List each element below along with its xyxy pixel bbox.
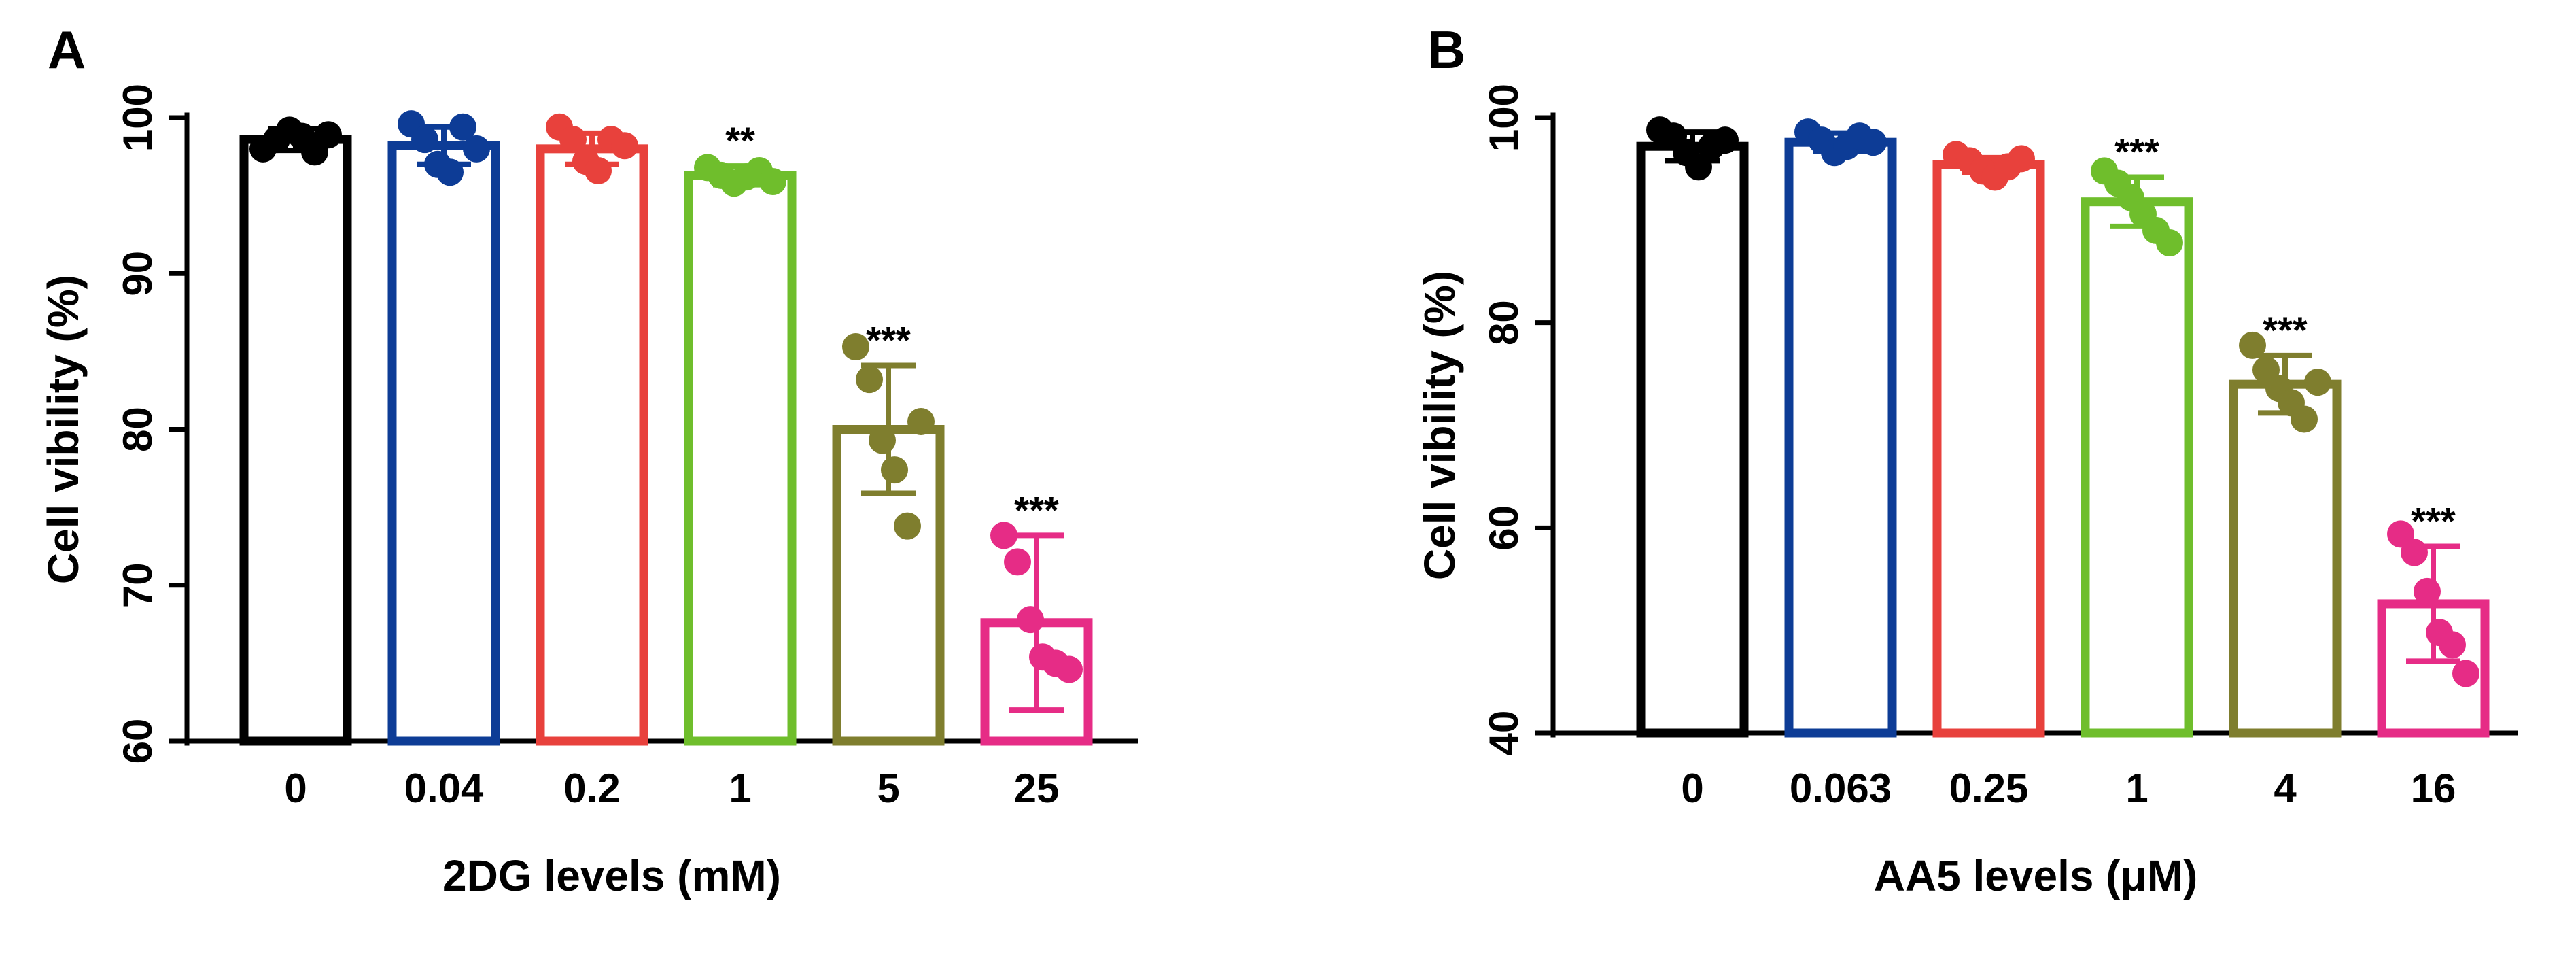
data-point [1056,655,1083,683]
x-tick-label: 16 [2411,766,2456,811]
x-tick-label: 0 [284,766,307,811]
x-tick-label: 0.04 [404,766,484,811]
x-tick-label: 0.25 [1949,766,2029,811]
significance-label-5: *** [1014,488,1059,531]
y-tick-label: 90 [115,251,160,296]
bar-4 [2229,379,2342,738]
y-axis-title: Cell vibility (%) [1415,271,1464,580]
x-tick-label: 25 [1014,766,1060,811]
significance-label-3: ** [725,119,755,162]
data-point [2439,631,2466,659]
data-point [869,426,896,454]
panel-letter: A [48,20,86,80]
data-point [990,522,1017,549]
y-tick-label: 60 [1481,505,1527,551]
y-tick-label: 100 [115,84,160,152]
x-tick-label: 1 [2125,766,2148,811]
y-tick-label: 70 [115,562,160,608]
data-point [2401,539,2428,566]
y-tick-label: 60 [115,719,160,764]
significance-label-4: *** [866,319,911,362]
bar-3 [2081,197,2193,738]
bar-0 [239,135,352,746]
y-axis-title: Cell vibility (%) [39,275,88,584]
x-tick-label: 0.063 [1790,766,1892,811]
significance-label-4: *** [2263,309,2308,352]
x-tick-label: 0 [1681,766,1703,811]
data-point [1711,126,1739,154]
panel-a: A 60 70 80 90 100 Cell vibility (%) 2DG levels … [39,20,1138,900]
data-point [463,135,490,163]
data-point [436,158,464,186]
data-point [559,126,587,154]
data-point [411,126,438,154]
data-point [2452,660,2479,687]
data-point [2156,229,2183,257]
data-point [2291,405,2318,433]
data-point [2008,145,2035,173]
data-point [759,167,786,195]
x-axis-title: AA5 levels (μM) [1874,851,2198,900]
x-tick-label: 5 [877,766,899,811]
bar-2 [536,144,648,746]
x-tick-label: 4 [2274,766,2297,811]
data-point [2239,331,2266,359]
data-point [315,121,342,149]
bar-2 [1932,160,2045,738]
data-point [1017,606,1044,634]
data-point [611,132,638,160]
x-axis-title: 2DG levels (mM) [442,851,781,900]
y-tick-label: 80 [115,407,160,452]
y-tick-label: 80 [1481,300,1527,345]
x-tick-label: 1 [729,766,751,811]
data-point [1004,548,1031,576]
bar-3 [684,171,797,746]
data-point [856,366,883,394]
data-point [1685,153,1712,181]
data-point [907,408,935,436]
significance-label-5: *** [2411,499,2456,542]
panel-letter: B [1427,20,1465,80]
bar-1 [1784,137,1897,738]
significance-label-3: *** [2114,130,2159,173]
y-tick-label: 100 [1481,84,1527,152]
data-point [449,113,476,141]
data-point [585,156,612,184]
bar-1 [387,141,500,746]
data-point [842,332,869,360]
data-point [894,512,921,540]
data-point [2304,369,2331,396]
data-point [881,456,908,484]
bar-0 [1636,141,1749,738]
y-tick-label: 40 [1481,711,1527,756]
data-point [2414,577,2441,605]
data-point [1860,129,1887,156]
x-tick-label: 0.2 [563,766,620,811]
